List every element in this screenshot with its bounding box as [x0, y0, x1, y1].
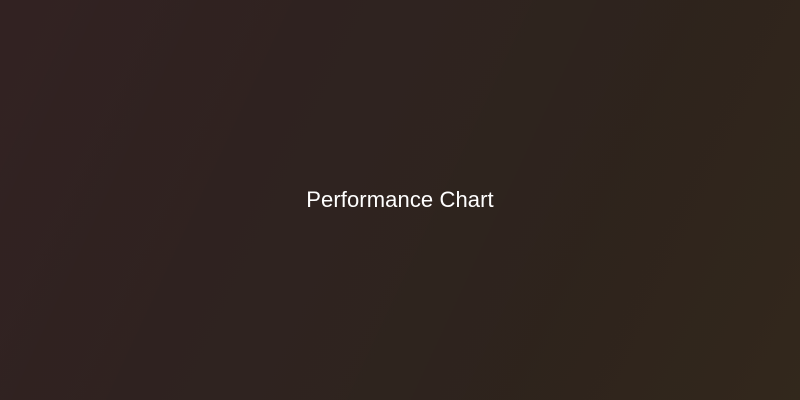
- chart-placeholder-title: Performance Chart: [306, 187, 494, 212]
